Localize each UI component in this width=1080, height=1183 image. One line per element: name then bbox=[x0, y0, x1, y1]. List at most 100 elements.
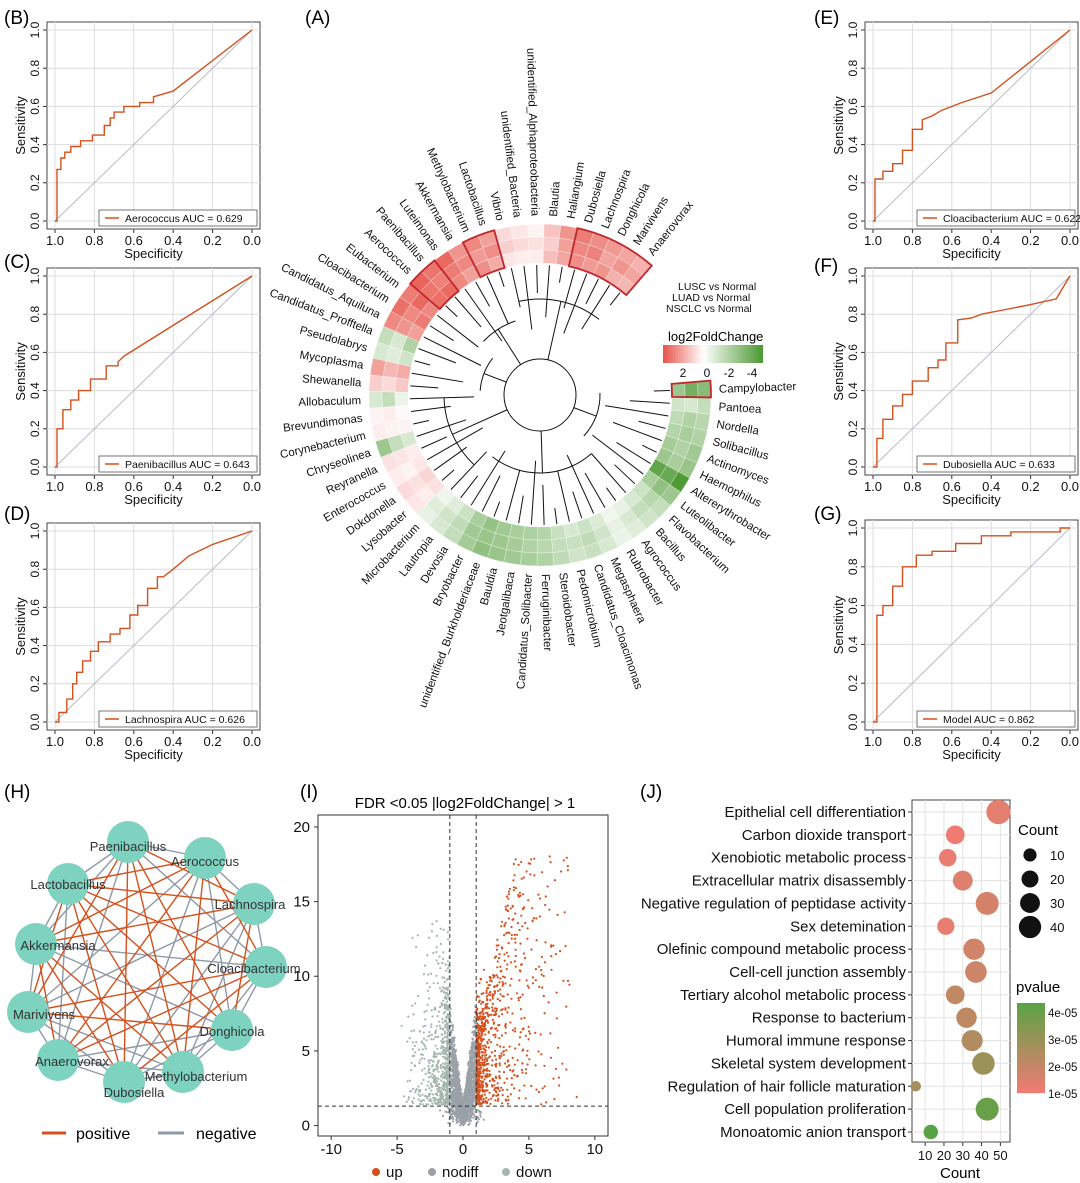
dotplot-xtick-label: 40 bbox=[974, 1148, 988, 1163]
volcano-point bbox=[478, 1032, 481, 1035]
volcano-point bbox=[485, 989, 488, 993]
genus-label: Ferruginibacter bbox=[539, 574, 553, 652]
volcano-point bbox=[442, 1052, 445, 1055]
legend-negative-label: negative bbox=[196, 1126, 257, 1143]
volcano-point bbox=[475, 1085, 478, 1088]
volcano-point bbox=[499, 993, 502, 996]
volcano-point bbox=[424, 1045, 427, 1048]
network-node-label: Marivivens bbox=[13, 1007, 76, 1022]
roc-xtick-label: 0.6 bbox=[125, 734, 143, 749]
volcano-point bbox=[495, 1027, 498, 1030]
roc-curve bbox=[55, 530, 253, 723]
volcano-point bbox=[493, 992, 496, 995]
volcano-point bbox=[531, 907, 534, 910]
volcano-point bbox=[446, 1024, 449, 1027]
roc-ytick-label: 0.6 bbox=[28, 599, 42, 616]
volcano-point bbox=[558, 1084, 561, 1087]
volcano-point bbox=[457, 1096, 461, 1099]
volcano-point bbox=[441, 1070, 444, 1073]
volcano-point bbox=[468, 1083, 471, 1086]
volcano-point bbox=[479, 1048, 482, 1051]
dendrogram-branch bbox=[563, 273, 588, 334]
volcano-point bbox=[451, 1026, 455, 1029]
dotplot-point bbox=[938, 848, 957, 867]
volcano-point bbox=[520, 877, 523, 880]
foldchange-gradient-step bbox=[745, 345, 749, 363]
dendrogram-branch bbox=[554, 507, 558, 524]
volcano-point bbox=[509, 1093, 512, 1096]
volcano-point bbox=[518, 1089, 521, 1092]
volcano-point bbox=[447, 1038, 450, 1041]
roc-diagonal bbox=[54, 29, 253, 222]
volcano-point bbox=[428, 1034, 431, 1037]
dotplot-term-label: Epithelial cell differentiation bbox=[724, 804, 906, 821]
volcano-point bbox=[466, 1113, 470, 1116]
volcano-point bbox=[504, 1008, 507, 1011]
genus-label: Vibrio bbox=[487, 191, 505, 222]
volcano-point bbox=[487, 1030, 490, 1033]
heatmap-cell bbox=[506, 536, 524, 553]
volcano-point bbox=[502, 1053, 505, 1056]
volcano-point bbox=[441, 1114, 444, 1117]
panel-label-J: (J) bbox=[640, 782, 662, 803]
roc-xtick-label: 1.0 bbox=[864, 233, 882, 248]
dotplot-term-label: Xenobiotic metabolic process bbox=[711, 850, 906, 867]
foldchange-gradient-step bbox=[683, 345, 686, 363]
dendrogram-branch bbox=[475, 281, 490, 307]
foldchange-gradient-step bbox=[755, 345, 759, 363]
heatmap-cell bbox=[382, 406, 398, 423]
volcano-point bbox=[444, 1023, 447, 1026]
dendrogram-branch bbox=[642, 444, 657, 453]
volcano-point bbox=[430, 1033, 434, 1036]
volcano-point bbox=[478, 999, 481, 1002]
volcano-point bbox=[451, 1093, 454, 1096]
color-legend-step bbox=[1017, 1036, 1045, 1038]
volcano-point bbox=[516, 922, 520, 925]
volcano-point bbox=[470, 1085, 473, 1088]
heatmap-cell bbox=[529, 249, 544, 264]
volcano-point bbox=[498, 981, 501, 984]
dendrogram-branch bbox=[450, 451, 487, 490]
roc-ytick-label: 1.0 bbox=[28, 267, 42, 284]
volcano-point bbox=[455, 1121, 458, 1124]
roc-xlabel: Specificity bbox=[942, 492, 1001, 507]
heatmap-cell bbox=[514, 250, 531, 266]
volcano-point bbox=[566, 869, 570, 872]
volcano-point bbox=[476, 1067, 479, 1070]
volcano-point bbox=[494, 955, 497, 958]
volcano-point bbox=[497, 957, 501, 960]
volcano-point bbox=[514, 912, 517, 915]
volcano-point bbox=[479, 1035, 482, 1038]
roc-xtick-label: 0.6 bbox=[943, 734, 961, 749]
volcano-point bbox=[475, 1064, 478, 1067]
volcano-point bbox=[408, 1037, 411, 1040]
volcano-point bbox=[517, 893, 520, 897]
roc-ytick-label: 0.8 bbox=[28, 60, 42, 77]
volcano-point bbox=[430, 1009, 433, 1012]
color-legend-step bbox=[1017, 1039, 1045, 1041]
roc-ytick-label: 1.0 bbox=[846, 267, 860, 284]
volcano-point bbox=[485, 1085, 488, 1088]
volcano-point bbox=[513, 960, 516, 963]
volcano-point bbox=[446, 1033, 449, 1036]
volcano-point bbox=[479, 1086, 482, 1089]
volcano-point bbox=[445, 978, 448, 981]
volcano-point bbox=[489, 1102, 492, 1105]
volcano-point bbox=[435, 920, 438, 923]
volcano-point bbox=[481, 1058, 484, 1061]
network-edge-positive bbox=[67, 883, 255, 905]
volcano-point bbox=[427, 1080, 430, 1083]
dotplot-point bbox=[956, 1007, 977, 1028]
enrichment-dotplot: Count Count pvalue 10 20 30 40 50 Epithelial … bbox=[641, 799, 1077, 1182]
volcano-point bbox=[566, 979, 570, 983]
volcano-point bbox=[440, 1100, 443, 1104]
volcano-point bbox=[426, 989, 429, 992]
network-node-label: Donghicola bbox=[199, 1024, 265, 1039]
dotplot-point bbox=[961, 1029, 983, 1052]
volcano-point bbox=[548, 855, 551, 858]
volcano-point bbox=[434, 1031, 437, 1035]
volcano-point bbox=[426, 1084, 429, 1087]
roc-ytick-label: 0.8 bbox=[846, 558, 860, 575]
volcano-point bbox=[507, 917, 510, 920]
foldchange-gradient-step bbox=[730, 345, 734, 363]
